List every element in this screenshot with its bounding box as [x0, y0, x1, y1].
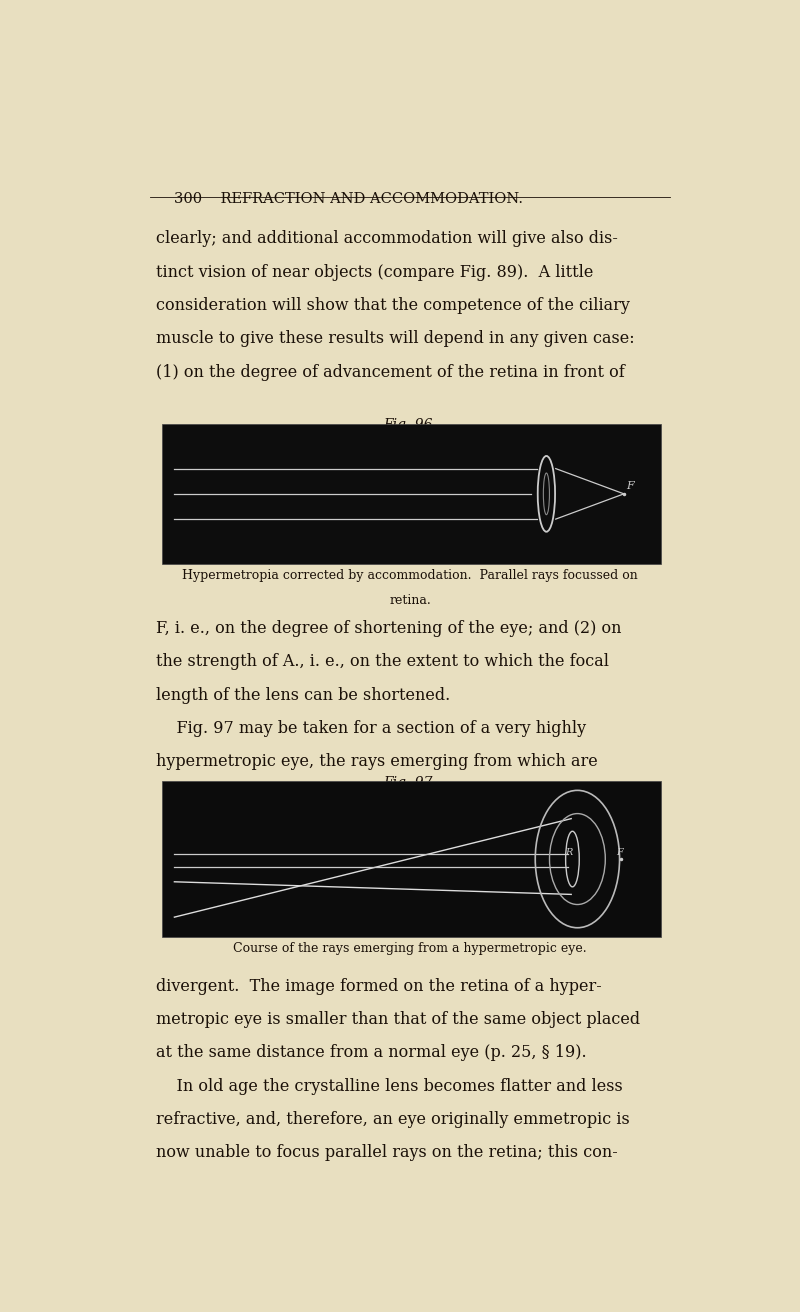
Text: 300    REFRACTION AND ACCOMMODATION.: 300 REFRACTION AND ACCOMMODATION.: [174, 192, 523, 206]
Bar: [162, 424, 661, 564]
Text: divergent.  The image formed on the retina of a hyper-: divergent. The image formed on the retin…: [156, 977, 602, 994]
Text: Fig. 97 may be taken for a section of a very highly: Fig. 97 may be taken for a section of a …: [156, 720, 586, 737]
Text: length of the lens can be shortened.: length of the lens can be shortened.: [156, 686, 450, 703]
Text: refractive, and, therefore, an eye originally emmetropic is: refractive, and, therefore, an eye origi…: [156, 1111, 630, 1128]
Text: Course of the rays emerging from a hypermetropic eye.: Course of the rays emerging from a hyper…: [233, 942, 587, 955]
Text: (1) on the degree of advancement of the retina in front of: (1) on the degree of advancement of the …: [156, 363, 625, 380]
Text: Hypermetropia corrected by accommodation.  Parallel rays focussed on: Hypermetropia corrected by accommodation…: [182, 568, 638, 581]
Text: tinct vision of near objects (compare Fig. 89).  A little: tinct vision of near objects (compare Fi…: [156, 264, 593, 281]
Text: F, i. e., on the degree of shortening of the eye; and (2) on: F, i. e., on the degree of shortening of…: [156, 621, 622, 638]
Text: hypermetropic eye, the rays emerging from which are: hypermetropic eye, the rays emerging fro…: [156, 753, 598, 770]
Text: the strength of A., i. e., on the extent to which the focal: the strength of A., i. e., on the extent…: [156, 653, 609, 670]
Text: at the same distance from a normal eye (p. 25, § 19).: at the same distance from a normal eye (…: [156, 1044, 586, 1061]
Text: metropic eye is smaller than that of the same object placed: metropic eye is smaller than that of the…: [156, 1012, 640, 1029]
Text: F: F: [616, 848, 622, 857]
Text: In old age the crystalline lens becomes flatter and less: In old age the crystalline lens becomes …: [156, 1077, 622, 1094]
Text: R: R: [565, 848, 572, 857]
Text: consideration will show that the competence of the ciliary: consideration will show that the compete…: [156, 297, 630, 314]
Bar: [162, 781, 661, 937]
Text: Fig. 97.: Fig. 97.: [383, 775, 437, 790]
Text: F: F: [626, 480, 634, 491]
Text: Fig. 96.: Fig. 96.: [383, 419, 437, 432]
Text: clearly; and additional accommodation will give also dis-: clearly; and additional accommodation wi…: [156, 230, 618, 247]
Text: retina.: retina.: [389, 594, 431, 607]
Text: muscle to give these results will depend in any given case:: muscle to give these results will depend…: [156, 331, 634, 348]
Text: now unable to focus parallel rays on the retina; this con-: now unable to focus parallel rays on the…: [156, 1144, 618, 1161]
